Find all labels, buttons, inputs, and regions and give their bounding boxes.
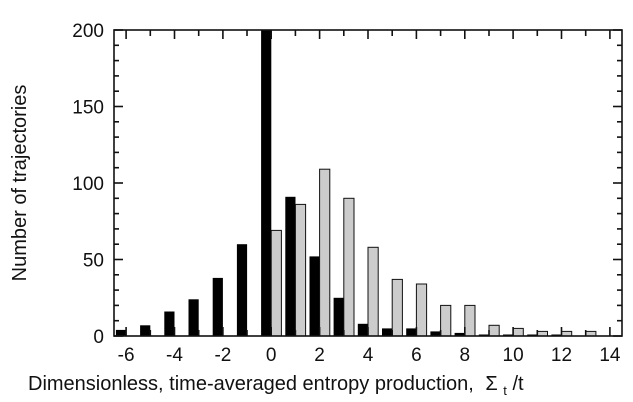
- bar-series1-x1: [285, 196, 296, 336]
- bar-series1-x-1: [236, 244, 248, 336]
- x-tick-label: -6: [118, 345, 135, 366]
- y-tick-label: 50: [83, 251, 104, 272]
- bar-series2-x0: [270, 229, 282, 337]
- bar-series2-x9: [488, 324, 500, 337]
- bar-series2-x1: [294, 203, 307, 337]
- x-tick-label: 14: [599, 345, 621, 366]
- bar-series2-x10: [512, 327, 524, 337]
- y-tick-label: 0: [93, 327, 104, 348]
- bar-series2-x7: [440, 304, 452, 337]
- x-axis-label: Dimensionless, time-averaged entropy pro…: [28, 373, 524, 400]
- x-tick-label: -4: [166, 345, 183, 366]
- x-tick-label: 2: [314, 345, 325, 366]
- tick-labels-layer: -6 -4 -2 0 2 4 6 8 10 12 14 0 50 100 150 200: [72, 21, 621, 366]
- y-tick-label: 100: [72, 174, 104, 195]
- bar-series1-x6: [406, 328, 417, 336]
- y-tick-label: 150: [72, 98, 104, 119]
- bar-series2-x8: [464, 304, 476, 337]
- bar-series1-x-3: [188, 299, 199, 336]
- bar-series1-x-2: [212, 277, 223, 336]
- bar-series1-x2: [309, 256, 320, 336]
- ticks-layer: [114, 29, 622, 337]
- bars-layer: [115, 30, 597, 337]
- x-tick-label: 8: [460, 345, 471, 366]
- bar-series1-x5: [382, 328, 393, 336]
- x-tick-label: 12: [551, 345, 572, 366]
- x-axis-label-symbol: Σ: [485, 373, 497, 395]
- bar-series1-x-6: [115, 329, 127, 336]
- bar-series2-x6: [415, 283, 428, 337]
- x-tick-label: 0: [266, 345, 277, 366]
- bar-series2-x3: [343, 197, 355, 337]
- bar-series2-x4: [367, 246, 379, 337]
- bar-series1-x-4: [164, 311, 175, 336]
- bar-series1-x3: [333, 297, 344, 337]
- bar-series1-x4: [357, 323, 368, 336]
- bar-series1-x-5: [140, 325, 151, 336]
- y-tick-label: 200: [72, 21, 104, 42]
- bar-series1-x0: [261, 30, 272, 336]
- x-tick-label: 4: [363, 345, 374, 366]
- x-tick-label: -2: [214, 345, 231, 366]
- bar-series1-x8: [454, 332, 465, 336]
- x-axis-label-subscript: t: [503, 383, 507, 398]
- x-tick-label: 6: [411, 345, 422, 366]
- x-axis-label-text: Dimensionless, time-averaged entropy pro…: [28, 373, 474, 395]
- x-tick-label: 10: [503, 345, 524, 366]
- y-axis-label: Number of trajectories: [9, 85, 31, 282]
- bar-series1-x7: [430, 331, 441, 336]
- bar-series2-x5: [391, 278, 403, 337]
- x-axis-label-suffix: /t: [512, 373, 524, 395]
- bar-series2-x2: [319, 168, 331, 337]
